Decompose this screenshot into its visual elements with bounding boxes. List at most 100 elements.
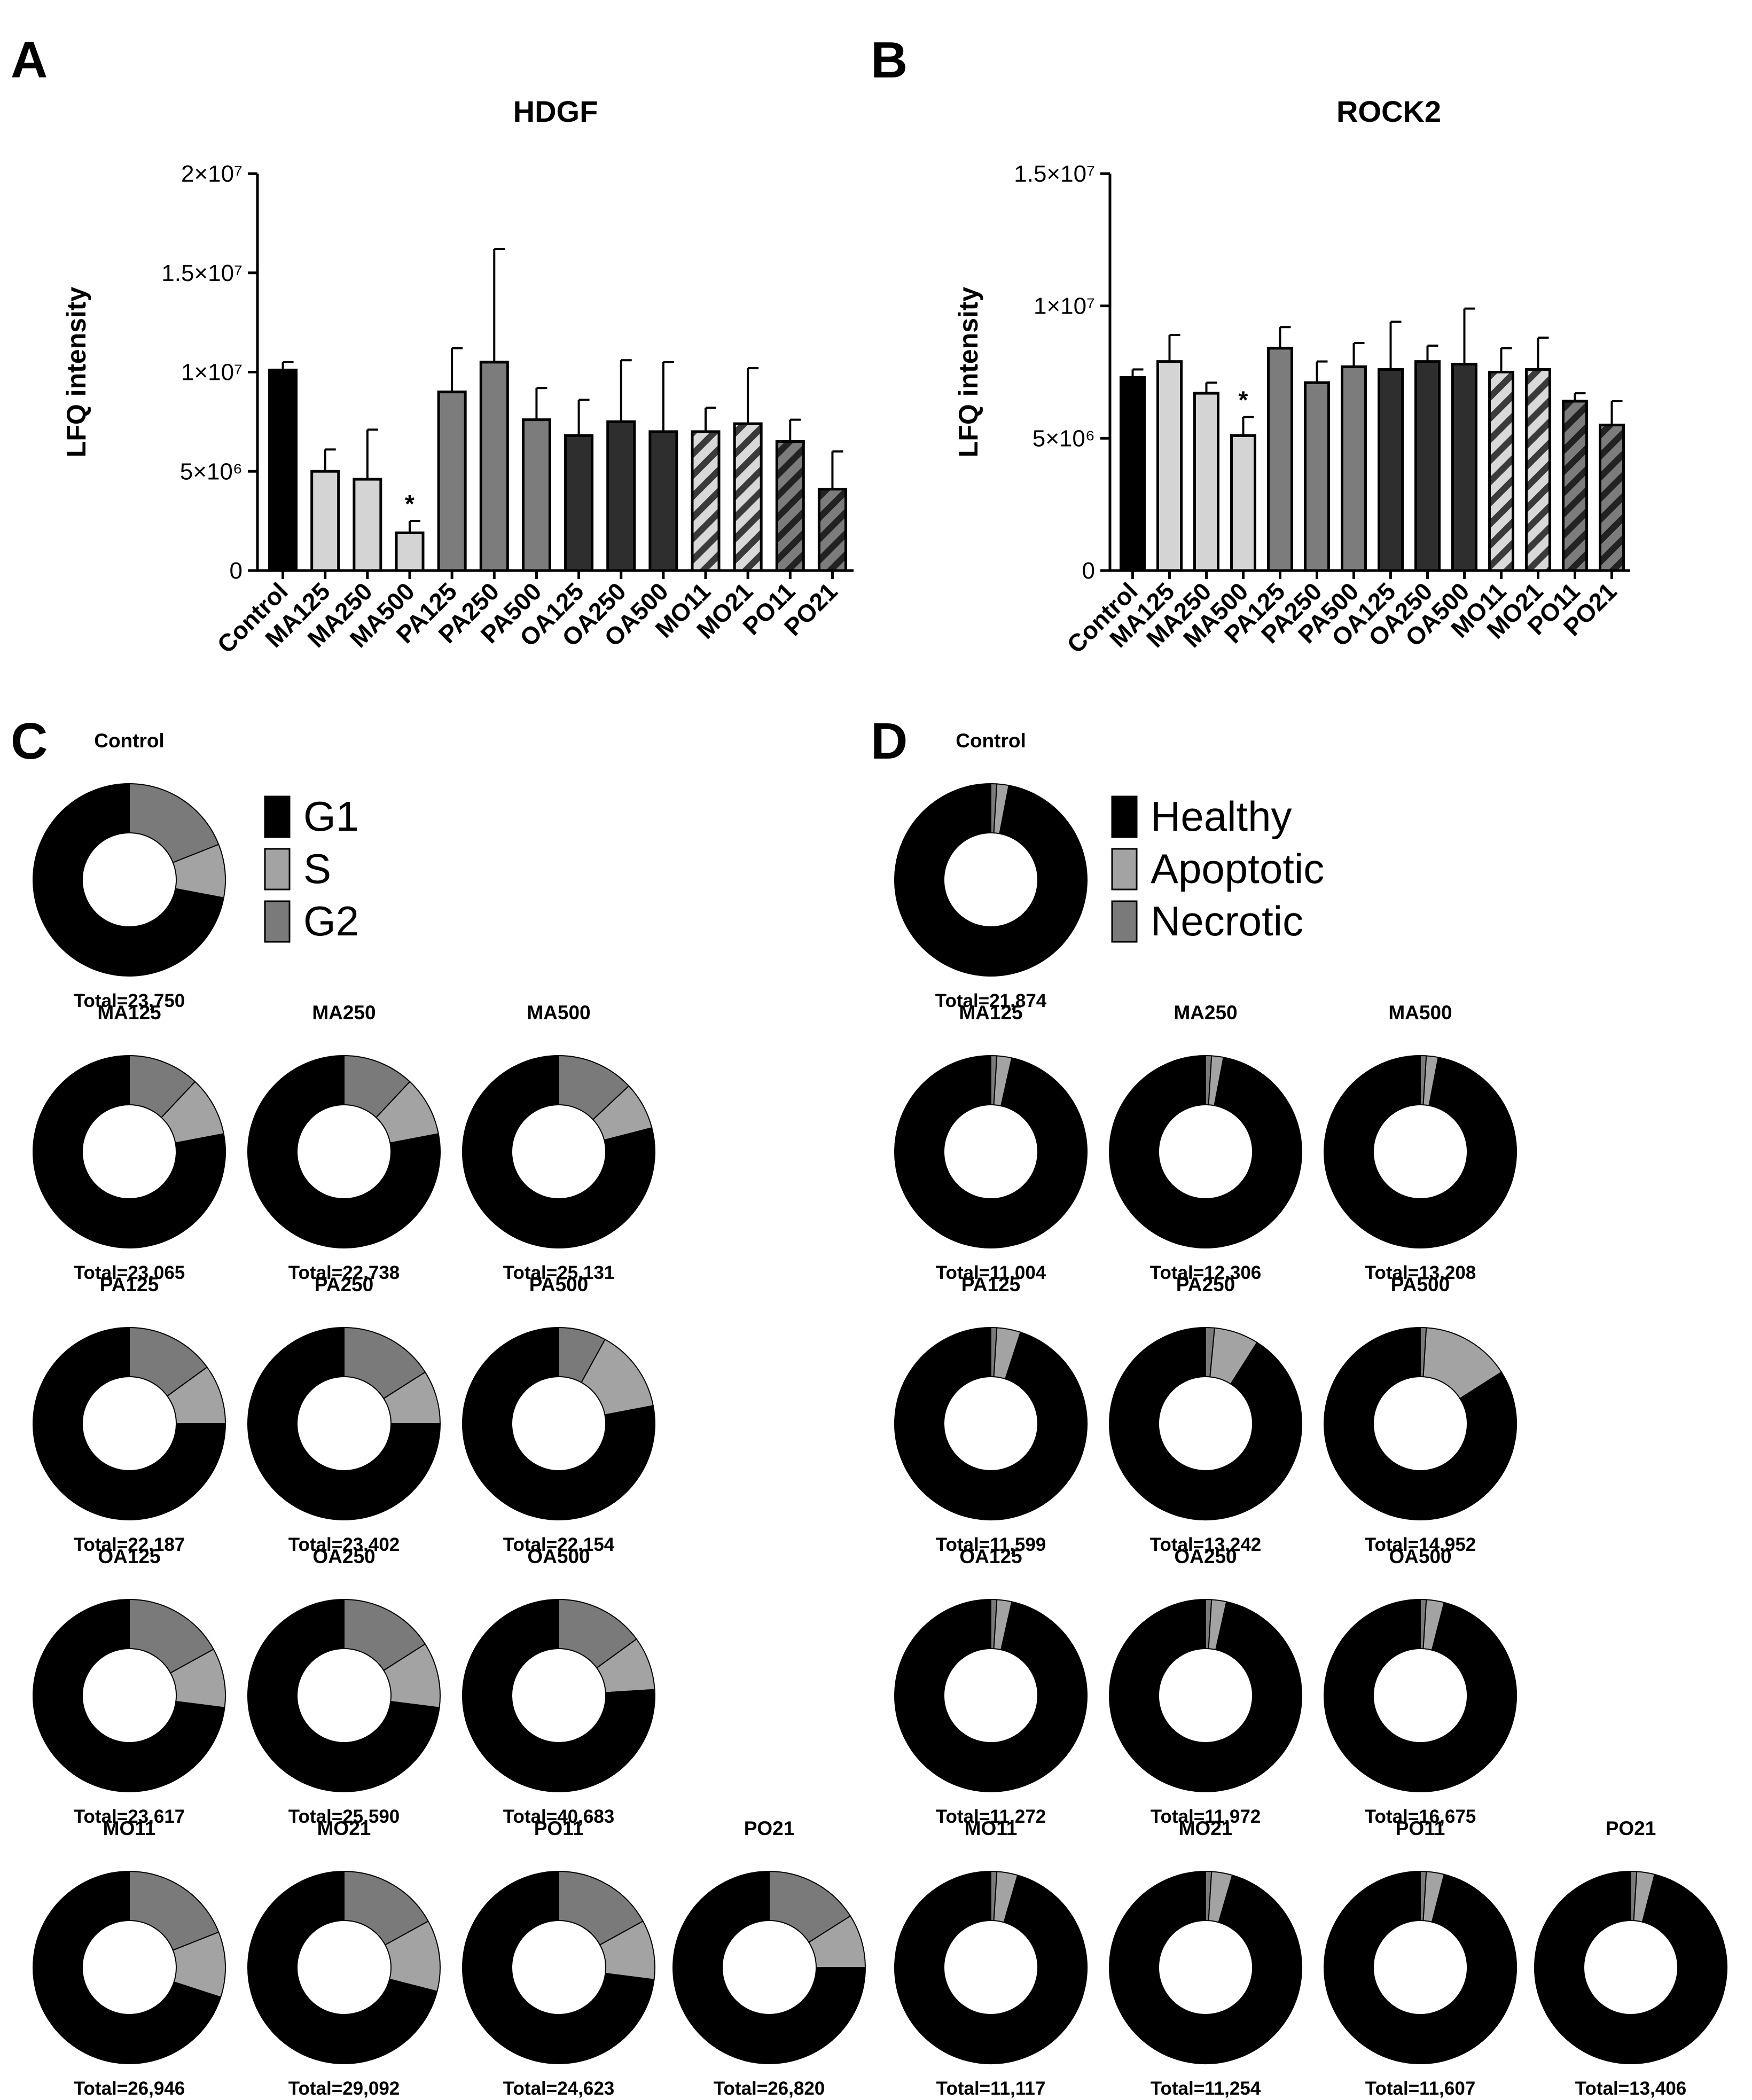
panel-c-donut-label-mo21: MO21 <box>317 1817 371 1839</box>
panel-c-slice-oa125-g2 <box>129 1598 215 1674</box>
panel-d-total-ma250: Total=12,306 <box>1150 1262 1262 1283</box>
panel-c-slice-control-g1 <box>33 783 224 977</box>
rock2-bar-pa500 <box>1341 365 1367 572</box>
panel-c-total-ma250: Total=22,738 <box>288 1262 400 1283</box>
panel-c-slice-po21-g1 <box>672 1870 866 2064</box>
panel-d-donut-label-pa125: PA125 <box>961 1274 1020 1295</box>
panel-d-donut-label-pa250: PA250 <box>1176 1274 1235 1295</box>
hdgf-bar-po21 <box>817 488 847 572</box>
panel-c-slice-pa125-g2 <box>129 1326 208 1397</box>
panel-c-slice-oa500-g2 <box>558 1598 638 1669</box>
panel-c-slice-ma500-g1 <box>462 1055 655 1248</box>
panel-c-total-oa125: Total=23,617 <box>74 1806 185 1827</box>
panel-d-legend-swatch-healthy <box>1111 795 1138 838</box>
panel-d-slice-pa125-healthy <box>894 1326 1088 1520</box>
panel-d-legend-label-apoptotic: Apoptotic <box>1151 845 1324 892</box>
hdgf-bar-mo11 <box>691 430 721 572</box>
panel-d-total-pa500: Total=14,952 <box>1365 1534 1476 1555</box>
rock2-y-axis-label: LFQ intensity <box>953 287 983 458</box>
rock2-bar-control <box>1120 376 1146 572</box>
panel-c-legend-swatch-g2 <box>264 900 291 943</box>
panel-d-total-ma125: Total=11,004 <box>936 1262 1046 1283</box>
hdgf-bar-ma125 <box>310 470 340 572</box>
panel-c-total-ma125: Total=23,065 <box>74 1262 185 1283</box>
panel-c-donut-label-oa250: OA250 <box>312 1545 375 1567</box>
panel-d-donut-label-ma500: MA500 <box>1388 1002 1452 1024</box>
panel-c-slice-pa250-g2 <box>343 1326 426 1400</box>
panel-d-legend-label-healthy: Healthy <box>1151 793 1292 840</box>
panel-c-legend-swatch-g1 <box>264 795 291 838</box>
panel-c-slice-ma125-g1 <box>33 1055 226 1248</box>
panel-d-donut-label-control: Control <box>956 730 1026 752</box>
rock2-bar-oa250 <box>1414 360 1441 572</box>
panel-c-slice-pa250-g1 <box>247 1326 441 1520</box>
rock2-bar-oa500 <box>1451 363 1477 572</box>
panel-d-donut-label-mo21: MO21 <box>1179 1817 1233 1839</box>
panel-c-legend-label-g1: G1 <box>303 793 359 840</box>
hdgf-bar-pa500 <box>521 418 551 572</box>
panel-d-slice-oa125-healthy <box>894 1598 1088 1792</box>
rock2-y-tick-label: 1.5×10⁷ <box>1014 161 1095 187</box>
panel-c-donut-label-mo11: MO11 <box>103 1817 156 1839</box>
rock2-bar-ma500 <box>1230 434 1256 572</box>
panel-c-slice-pa500-s <box>581 1338 654 1416</box>
panel-d-total-mo21: Total=11,254 <box>1151 2078 1261 2099</box>
panel-d-total-po11: Total=11,607 <box>1365 2078 1476 2099</box>
panel-d-slice-ma500-healthy <box>1324 1055 1517 1248</box>
hdgf-bar-chart: HDGF LFQ intensity 0 5×10⁶ 1×10⁷ 1.5×10⁷ 2×10⁷… <box>61 95 854 659</box>
panel-c-total-oa500: Total=40,683 <box>503 1806 615 1827</box>
hdgf-bar-ma500 <box>395 531 425 572</box>
panel-c-slice-ma250-g1 <box>247 1055 441 1248</box>
rock2-bar-pa250 <box>1304 381 1330 572</box>
rock2-bar-ma125 <box>1156 360 1183 572</box>
panel-c-slice-mo21-g1 <box>247 1870 438 2064</box>
panel-d-donut-label-oa125: OA125 <box>959 1545 1022 1567</box>
panel-d-slice-po21-healthy <box>1534 1870 1727 2064</box>
rock2-bar-mo21 <box>1525 368 1551 572</box>
hdgf-bar-oa125 <box>564 434 594 572</box>
panel-c-total-mo21: Total=29,092 <box>288 2078 400 2099</box>
panel-d-donut-label-oa250: OA250 <box>1174 1545 1237 1567</box>
panel-d-slice-oa250-healthy <box>1109 1598 1303 1792</box>
panel-d-donut-label-po11: PO11 <box>1396 1817 1445 1839</box>
panel-label-d: D <box>871 713 908 770</box>
rock2-title: ROCK2 <box>1336 95 1441 128</box>
panel-d-slice-oa500-healthy <box>1324 1598 1517 1792</box>
panel-d-donut-label-ma250: MA250 <box>1174 1002 1237 1024</box>
panel-c-donut-label-po11: PO11 <box>534 1817 584 1839</box>
panel-c-donut-label-pa500: PA500 <box>529 1274 588 1295</box>
panel-c-legend-swatch-s <box>264 848 291 891</box>
panel-c-donut-label-po21: PO21 <box>744 1817 795 1839</box>
panel-d-legend-swatch-apoptotic <box>1111 848 1138 891</box>
panel-d-total-oa125: Total=11,272 <box>936 1806 1046 1827</box>
panel-c-slice-po21-g2 <box>769 1870 851 1943</box>
panel-c-slice-mo21-g2 <box>343 1870 429 1946</box>
hdgf-bar-ma250 <box>353 478 382 572</box>
panel-c-total-mo11: Total=26,946 <box>74 2078 185 2099</box>
panel-c-total-po11: Total=24,623 <box>503 2078 615 2099</box>
panel-c-slice-oa500-g1 <box>462 1598 655 1792</box>
rock2-bar-pa125 <box>1267 347 1293 572</box>
panel-c-total-control: Total=23,750 <box>74 990 185 1011</box>
panel-d-donut-label-pa500: PA500 <box>1391 1274 1450 1295</box>
rock2-significance-marker: * <box>1239 386 1248 414</box>
panel-d-total-mo11: Total=11,117 <box>936 2078 1046 2099</box>
panel-c-total-pa250: Total=23,402 <box>288 1534 400 1555</box>
panel-c-slice-pa125-g1 <box>33 1326 226 1520</box>
panel-d-donut-label-po21: PO21 <box>1606 1817 1656 1839</box>
rock2-y-tick-label: 1×10⁷ <box>1034 293 1095 319</box>
panel-c-donut-label-oa500: OA500 <box>527 1545 590 1567</box>
hdgf-bar-oa250 <box>606 420 636 572</box>
panel-d-slice-po11-healthy <box>1324 1870 1517 2064</box>
panel-d-slice-ma125-healthy <box>894 1055 1088 1248</box>
panel-d-slice-mo21-healthy <box>1109 1870 1302 2064</box>
panel-d-total-oa250: Total=11,972 <box>1151 1806 1261 1827</box>
panel-c-total-pa125: Total=22,187 <box>74 1534 185 1555</box>
panel-c-donut-label-pa125: PA125 <box>100 1274 159 1295</box>
panel-d-total-oa500: Total=16,675 <box>1365 1806 1476 1827</box>
panel-c-slice-oa125-g1 <box>33 1598 225 1792</box>
panel-d-total-pa125: Total=11,599 <box>936 1534 1046 1555</box>
